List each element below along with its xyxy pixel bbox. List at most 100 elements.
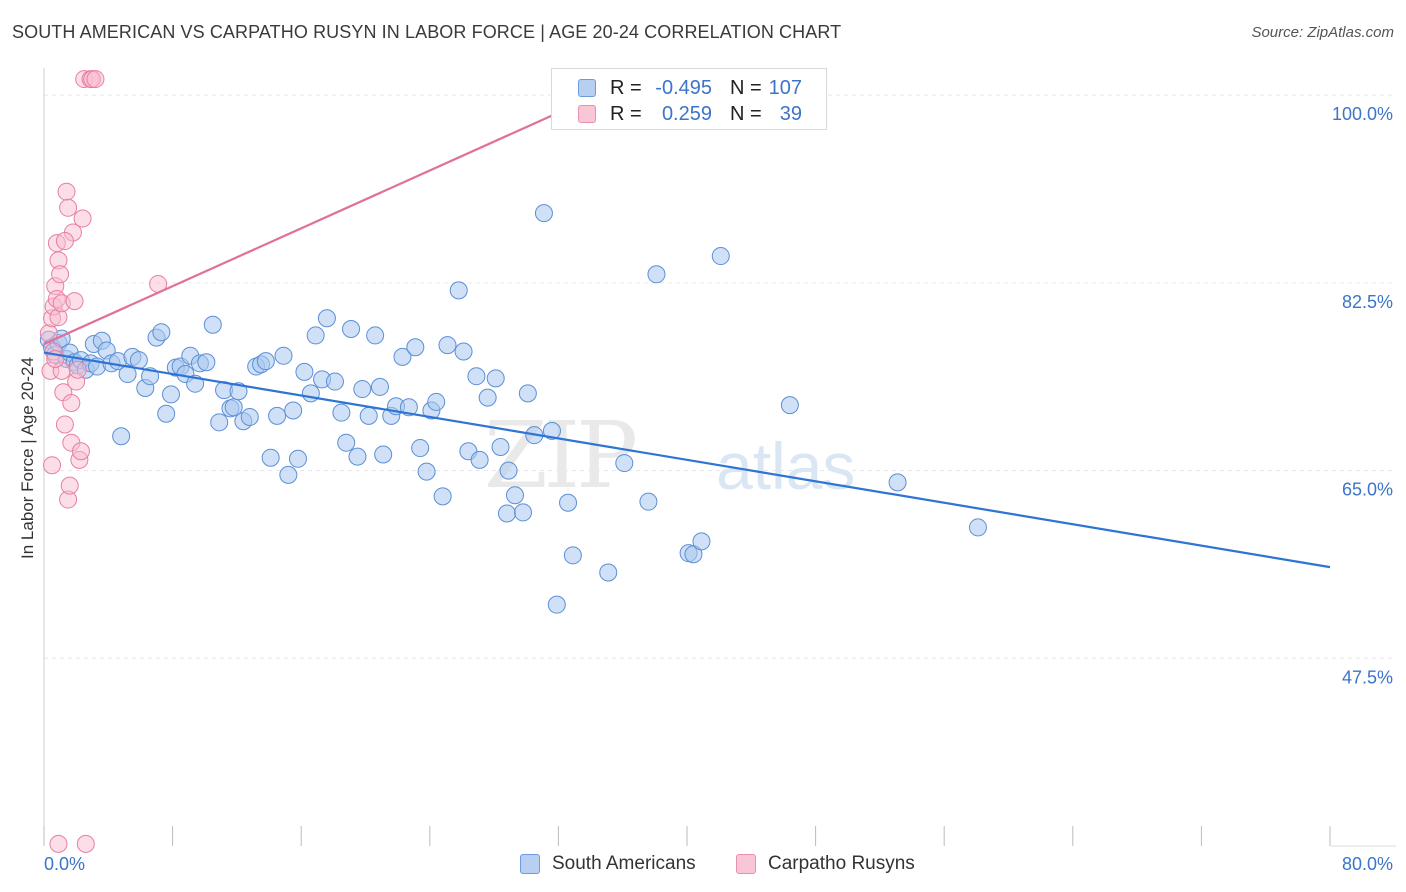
- data-point-south-americans: [274, 346, 293, 365]
- legend-label: Carpatho Rusyns: [768, 853, 915, 874]
- data-point-south-americans: [406, 338, 425, 357]
- data-point-south-americans: [684, 545, 703, 564]
- data-point-south-americans: [325, 372, 344, 391]
- data-point-carpatho-rusyns: [55, 232, 74, 251]
- data-point-south-americans: [342, 319, 361, 338]
- data-point-south-americans: [486, 369, 505, 388]
- data-point-south-americans: [370, 377, 389, 396]
- data-point-south-americans: [152, 323, 171, 342]
- n-value: 107: [768, 77, 802, 99]
- legend-label: South Americans: [552, 853, 696, 874]
- data-point-south-americans: [306, 326, 325, 345]
- data-point-south-americans: [563, 546, 582, 565]
- data-point-south-americans: [393, 347, 412, 366]
- data-point-south-americans: [417, 462, 436, 481]
- data-point-south-americans: [780, 396, 799, 415]
- legend-swatch-blue: [520, 854, 540, 874]
- data-point-south-americans: [518, 384, 537, 403]
- data-point-south-americans: [449, 281, 468, 300]
- data-point-carpatho-rusyns: [71, 442, 90, 461]
- data-point-carpatho-rusyns: [51, 265, 70, 284]
- data-point-carpatho-rusyns: [65, 292, 84, 311]
- data-point-south-americans: [284, 401, 303, 420]
- data-point-south-americans: [497, 504, 516, 523]
- data-point-south-americans: [547, 595, 566, 614]
- y-tick-label: 65.0%: [1342, 480, 1393, 500]
- data-point-south-americans: [366, 326, 385, 345]
- data-point-south-americans: [301, 384, 320, 403]
- data-point-south-americans: [427, 392, 446, 411]
- data-point-south-americans: [478, 388, 497, 407]
- data-point-south-americans: [505, 486, 524, 505]
- watermark: ZIP atlas: [484, 402, 856, 509]
- data-point-south-americans: [348, 447, 367, 466]
- data-point-south-americans: [295, 362, 314, 381]
- trend-line-carpatho-rusyns: [43, 79, 632, 346]
- data-point-south-americans: [240, 407, 259, 426]
- data-point-south-americans: [112, 427, 131, 446]
- x-tick-label: 80.0%: [1342, 854, 1393, 874]
- data-point-south-americans: [256, 352, 275, 371]
- data-point-south-americans: [692, 532, 711, 551]
- data-point-carpatho-rusyns: [49, 834, 68, 853]
- data-point-south-americans: [203, 315, 222, 334]
- swatch-pink: [578, 105, 596, 123]
- r-label: R =: [610, 77, 642, 99]
- data-point-south-americans: [261, 448, 280, 467]
- data-point-carpatho-rusyns: [57, 182, 76, 201]
- y-tick-label: 47.5%: [1342, 667, 1393, 687]
- data-point-south-americans: [711, 247, 730, 266]
- y-axis-title: In Labor Force | Age 20-24: [18, 357, 37, 559]
- data-point-carpatho-rusyns: [43, 456, 62, 475]
- data-point-carpatho-rusyns: [59, 198, 78, 217]
- data-point-south-americans: [197, 353, 216, 372]
- data-point-south-americans: [599, 563, 618, 582]
- data-point-carpatho-rusyns: [55, 415, 74, 434]
- data-point-carpatho-rusyns: [62, 394, 81, 413]
- series-legend: South Americans Carpatho Rusyns: [0, 851, 1406, 879]
- stats-row-south-americans: R = -0.495 N = 107: [552, 75, 826, 101]
- r-value: -0.495: [655, 77, 712, 99]
- data-point-south-americans: [332, 403, 351, 422]
- trend-line-south-americans: [43, 351, 1331, 569]
- trend-lines: [43, 79, 1331, 569]
- data-point-south-americans: [470, 450, 489, 469]
- n-label: N =: [730, 77, 762, 99]
- data-point-south-americans: [411, 439, 430, 458]
- data-point-south-americans: [157, 404, 176, 423]
- r-value: 0.259: [661, 103, 712, 125]
- data-point-south-americans: [968, 518, 987, 537]
- data-point-south-americans: [559, 493, 578, 512]
- data-point-south-americans: [337, 433, 356, 452]
- data-point-south-americans: [229, 382, 248, 401]
- data-point-south-americans: [374, 445, 393, 464]
- legend-swatch-pink: [736, 854, 756, 874]
- n-label: N =: [730, 103, 762, 125]
- data-point-south-americans: [499, 461, 518, 480]
- data-point-south-americans: [615, 454, 634, 473]
- data-point-carpatho-rusyns: [86, 70, 105, 89]
- stats-row-carpatho-rusyns: R = 0.259 N = 39: [552, 101, 826, 127]
- axis-layer: [43, 68, 1396, 847]
- data-point-south-americans: [534, 204, 553, 223]
- data-point-south-americans: [161, 385, 180, 404]
- y-tick-label: 82.5%: [1342, 292, 1393, 312]
- data-point-south-americans: [210, 413, 229, 432]
- grid-layer: [44, 94, 1396, 659]
- swatch-blue: [578, 79, 596, 97]
- source-label: Source: ZipAtlas.com: [1251, 24, 1394, 41]
- data-point-south-americans: [359, 406, 378, 425]
- data-point-south-americans: [353, 380, 372, 399]
- data-point-south-americans: [279, 465, 298, 484]
- r-label: R =: [610, 103, 642, 125]
- data-point-south-americans: [514, 503, 533, 522]
- axis-labels: 47.5% 65.0% 82.5% 100.0% 0.0% 80.0% In Labor F…: [18, 104, 1393, 874]
- data-point-south-americans: [433, 487, 452, 506]
- data-point-south-americans: [454, 342, 473, 361]
- data-point-south-americans: [268, 406, 287, 425]
- watermark-atlas: atlas: [716, 429, 855, 503]
- chart-title: SOUTH AMERICAN VS CARPATHO RUSYN IN LABO…: [12, 22, 842, 42]
- data-point-south-americans: [888, 473, 907, 492]
- data-point-south-americans: [542, 421, 561, 440]
- data-point-carpatho-rusyns: [76, 834, 95, 853]
